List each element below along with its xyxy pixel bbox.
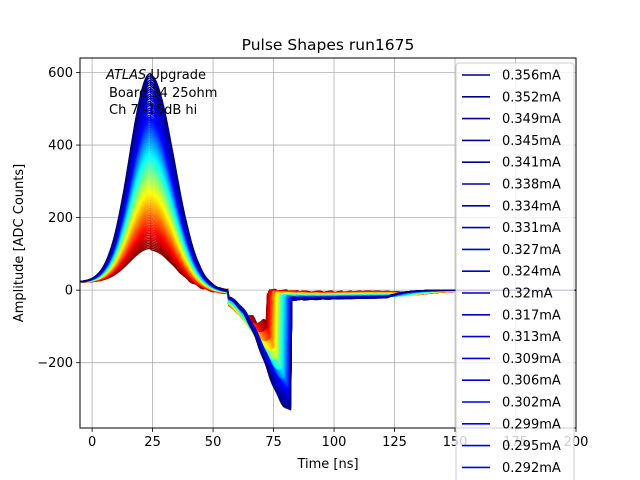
annotation-line-2: Board 34 25ohm: [109, 86, 217, 101]
annotation-upgrade: Upgrade: [146, 68, 206, 83]
legend-label: 0.32mA: [502, 287, 553, 302]
y-tick-label: 600: [48, 66, 73, 81]
y-tick-label: 0: [65, 284, 73, 299]
legend-label: 0.334mA: [502, 199, 561, 214]
legend-label: 0.341mA: [502, 156, 561, 171]
legend-box: [455, 62, 575, 480]
legend-label: 0.295mA: [502, 439, 561, 454]
legend-label: 0.345mA: [502, 134, 561, 149]
legend-label: 0.317mA: [502, 308, 561, 323]
legend-label: 0.349mA: [502, 112, 561, 127]
legend-label: 0.327mA: [502, 243, 561, 258]
y-tick-label: 200: [48, 211, 73, 226]
legend-label: 0.352mA: [502, 90, 561, 105]
atlas-annotation: ATLAS Upgrade Board 34 25ohm Ch 7 -15dB …: [105, 68, 217, 118]
chart-title: Pulse Shapes run1675: [242, 36, 415, 54]
legend-label: 0.309mA: [502, 352, 561, 367]
annotation-line-3: Ch 7 -15dB hi: [109, 103, 197, 118]
x-tick-label: 50: [205, 435, 222, 450]
legend-label: 0.324mA: [502, 265, 561, 280]
legend-label: 0.338mA: [502, 178, 561, 193]
y-tick-label: −200: [37, 356, 73, 371]
annotation-line-1: ATLAS Upgrade: [105, 68, 206, 83]
x-axis-label: Time [ns]: [296, 457, 358, 472]
legend-label: 0.313mA: [502, 330, 561, 345]
x-tick-label: 125: [382, 435, 407, 450]
y-tick-label: 400: [48, 139, 73, 154]
x-tick-label: 0: [88, 435, 96, 450]
legend-label: 0.292mA: [502, 461, 561, 476]
x-tick-label: 25: [144, 435, 161, 450]
x-tick-label: 100: [322, 435, 347, 450]
legend: 0.356mA 0.352mA 0.349mA 0.345mA 0.341mA 0.338…: [455, 62, 575, 480]
annotation-atlas: ATLAS: [105, 68, 146, 83]
y-axis-label: Amplitude [ADC Counts]: [12, 164, 27, 322]
legend-label: 0.306mA: [502, 374, 561, 389]
legend-label: 0.299mA: [502, 417, 561, 432]
x-tick-label: 75: [265, 435, 282, 450]
legend-label: 0.331mA: [502, 221, 561, 236]
plot-frame: [79, 57, 577, 429]
legend-label: 0.302mA: [502, 396, 561, 411]
legend-label: 0.356mA: [502, 69, 561, 84]
